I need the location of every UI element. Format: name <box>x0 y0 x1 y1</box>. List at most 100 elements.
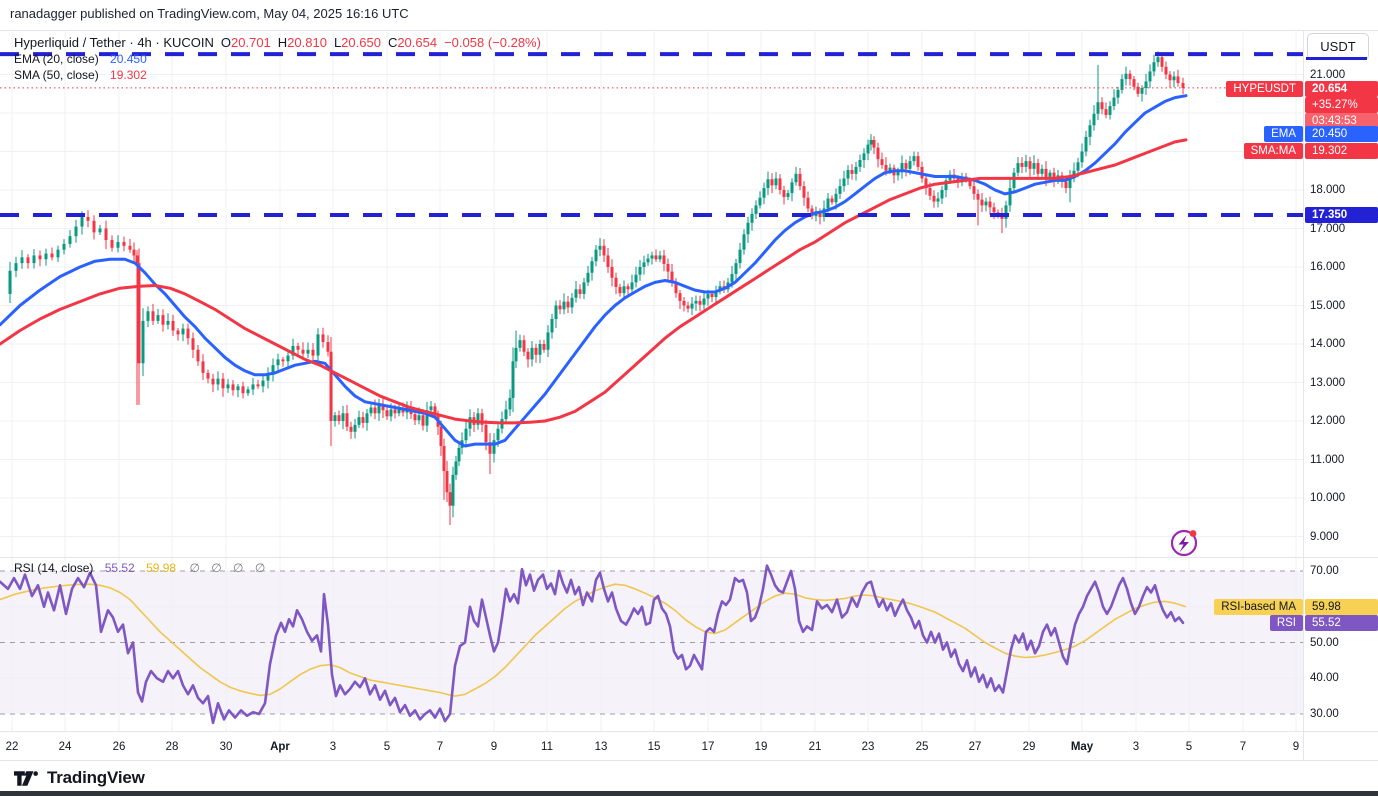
candle <box>666 263 670 272</box>
candle <box>598 245 602 250</box>
candle <box>26 257 30 264</box>
candle <box>221 378 225 389</box>
candle <box>122 241 126 246</box>
candle <box>1132 79 1136 87</box>
candle <box>542 344 546 350</box>
candle <box>361 417 365 423</box>
candle <box>830 198 834 203</box>
currency-toggle-button[interactable]: USDT <box>1307 33 1369 60</box>
candle <box>578 289 582 294</box>
candle <box>1156 57 1160 63</box>
tradingview-logo[interactable]: TradingView <box>14 768 145 788</box>
candle <box>251 384 255 390</box>
candle <box>492 440 496 454</box>
candle <box>1104 109 1108 115</box>
candle <box>654 255 658 260</box>
candle <box>896 170 900 176</box>
candle <box>357 417 361 425</box>
candle <box>496 428 500 441</box>
time-tick-label: 11 <box>541 741 553 753</box>
pane-separator[interactable] <box>0 557 1378 558</box>
candle <box>128 245 132 250</box>
candle <box>1028 161 1032 169</box>
candle <box>1181 82 1185 88</box>
candle <box>674 282 678 294</box>
candle <box>1036 163 1040 174</box>
time-tick-label: 29 <box>1022 741 1036 753</box>
candle <box>1160 57 1164 67</box>
candle <box>944 180 948 190</box>
candle <box>686 305 690 309</box>
candle <box>417 415 421 421</box>
time-tick-label: 5 <box>1185 741 1193 753</box>
rsi-value: 55.52 <box>104 561 135 575</box>
rsi-pane[interactable] <box>0 558 1303 731</box>
candle <box>694 300 698 304</box>
candle <box>451 474 455 506</box>
time-tick-label: 7 <box>1239 741 1247 753</box>
price-tick-label: 14.000 <box>1310 338 1346 350</box>
candle <box>702 298 706 305</box>
candle <box>834 193 838 203</box>
candle <box>181 328 185 335</box>
sma-legend-row[interactable]: SMA (50, close) 19.302 <box>14 67 541 83</box>
time-tick-label: 7 <box>436 741 444 753</box>
candle <box>778 178 782 190</box>
candle <box>810 208 814 217</box>
candle <box>574 289 578 298</box>
rsi-tick-label: 50.00 <box>1310 636 1339 649</box>
rsi-ma-value: 59.98 <box>146 561 177 575</box>
symbol-legend-row[interactable]: Hyperliquid / Tether · 4h · KUCOIN O20.70… <box>14 35 541 51</box>
candle <box>1040 168 1044 174</box>
symbol-name-badge: HYPEUSDT <box>1226 81 1303 97</box>
rsi-label: RSI (14, close) <box>14 561 94 575</box>
candle <box>156 315 160 321</box>
time-tick-label: Apr <box>270 741 290 753</box>
ohlc-letter: L <box>333 35 342 50</box>
candle <box>316 334 320 356</box>
candle <box>98 228 102 233</box>
ema-value-badge: 20.450 <box>1305 126 1378 142</box>
candle <box>1112 97 1116 107</box>
time-tick-label: 22 <box>5 741 19 753</box>
candle <box>256 384 260 387</box>
candle <box>206 372 210 379</box>
candle <box>638 267 642 275</box>
candle <box>1140 87 1144 94</box>
rsi-value-badge: 55.52 <box>1305 614 1378 631</box>
rsi-legend-row[interactable]: RSI (14, close) 55.52 59.98 ∅ ∅ ∅ ∅ <box>14 561 269 575</box>
candle <box>786 193 790 197</box>
ema-axis-label: EMA <box>1264 126 1303 142</box>
candle <box>884 164 888 171</box>
candle <box>876 147 880 160</box>
candle <box>389 409 393 417</box>
candle <box>854 166 858 174</box>
time-tick-label: 26 <box>112 741 126 753</box>
candle <box>425 410 429 426</box>
candle <box>241 386 245 394</box>
time-tick-label: May <box>1070 741 1094 753</box>
candle <box>1128 73 1132 80</box>
candle <box>770 179 774 186</box>
candle <box>236 386 240 391</box>
candle <box>306 349 310 354</box>
lightning-event-icon[interactable] <box>1170 529 1198 557</box>
candle <box>442 446 446 472</box>
candle <box>976 193 980 200</box>
symbol-title[interactable]: Hyperliquid / Tether · 4h · KUCOIN <box>14 35 214 50</box>
candle <box>311 349 315 356</box>
price-tick-label: 13.000 <box>1310 376 1346 389</box>
ema-legend-row[interactable]: EMA (20, close) 20.450 <box>14 51 541 67</box>
candle <box>62 243 66 250</box>
candle <box>984 201 988 206</box>
candle <box>349 426 353 432</box>
candle <box>433 406 437 416</box>
candle <box>842 178 846 187</box>
main-price-pane[interactable] <box>0 30 1303 557</box>
candle <box>337 415 341 421</box>
candle <box>276 359 280 366</box>
candle <box>618 287 622 294</box>
candle <box>32 255 36 264</box>
candle <box>1016 163 1020 173</box>
candle <box>908 161 912 169</box>
